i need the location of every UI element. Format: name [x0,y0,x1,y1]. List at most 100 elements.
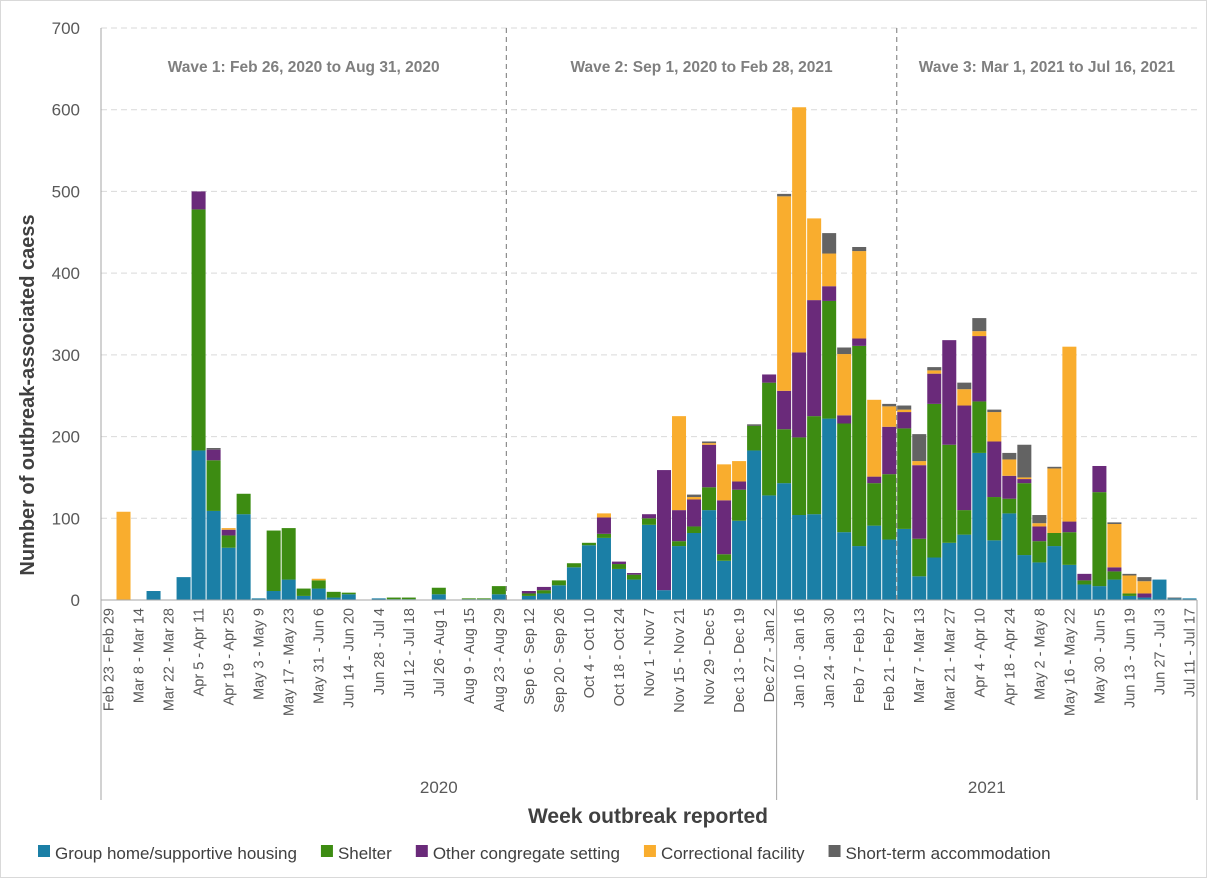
bar-segment [1167,597,1182,599]
bar-segment [777,196,792,391]
bar-segment [296,595,311,600]
bar-segment [822,286,837,301]
bar-segment [972,452,987,600]
bar-segment [747,450,762,600]
bar-segment [1107,579,1122,600]
y-tick-label: 600 [52,101,80,120]
x-tick-label: Apr 4 - Apr 10 [972,608,988,697]
bar-segment [867,483,882,526]
bar-segment [116,511,131,600]
x-tick-label: Feb 7 - Feb 13 [852,608,868,703]
bar-segment [837,415,852,424]
x-tick-label: Mar 8 - Mar 14 [132,608,148,703]
bar-segment [1017,444,1032,478]
bar-segment [221,528,236,530]
bar-segment [987,540,1002,600]
bar-segment [792,352,807,438]
x-axis-title: Week outbreak reported [528,805,768,828]
bar-segment [852,546,867,600]
bar-segment [521,593,536,596]
bar-segment [236,493,251,515]
bar-segment [732,481,747,490]
bar-segment [987,409,1002,413]
x-tick-label: Nov 1 - Nov 7 [642,608,658,697]
bar-segment [717,464,732,501]
x-tick-label: Dec 13 - Dec 19 [732,608,748,713]
bar-segment [551,580,566,586]
bar-segment [732,520,747,600]
bar-segment [957,382,972,390]
bar-segment [1107,567,1122,572]
bar-segment [191,450,206,600]
bar-segment [1092,586,1107,600]
bar-segment [1017,479,1032,484]
bar-segment [762,374,777,383]
wave-label: Wave 3: Mar 1, 2021 to Jul 16, 2021 [919,59,1176,76]
bar-segment [822,233,837,254]
bar-segment [476,598,491,600]
bar-segment [657,470,672,591]
bar-segment [747,425,762,451]
legend-label: Group home/supportive housing [55,844,297,863]
bar-segment [1062,346,1077,522]
bar-segment [191,191,206,210]
bar-segment [1107,524,1122,568]
bar-segment [702,510,717,600]
bar-segment [641,514,657,519]
legend-swatch [643,845,656,857]
bar-segment [942,340,957,445]
x-tick-label: Mar 7 - Mar 13 [912,608,928,703]
bar-segment [717,560,732,600]
bar-segment [927,403,942,558]
x-tick-label: May 3 - May 9 [252,608,268,700]
bar-segment [807,218,822,301]
bar-segment [146,591,161,600]
y-tick-label: 500 [52,182,80,201]
bar-segment [972,401,987,453]
bar-segment [1062,564,1077,600]
bar-segment [1122,593,1137,596]
x-tick-label: May 31 - Jun 6 [312,608,328,704]
bar-segment [1107,522,1122,525]
bar-segment [596,537,611,600]
bar-segment [176,577,191,600]
bar-segment [1047,546,1062,600]
bar-segment [897,412,912,429]
bar-segment [972,336,987,402]
bar-segment [837,354,852,416]
bar-segment [1137,581,1152,594]
bar-segment [777,390,792,430]
bar-segment [311,580,326,589]
bar-segment [206,448,221,450]
bar-segment [657,590,672,600]
bar-segment [611,561,626,565]
bar-segment [566,567,581,600]
x-tick-label: May 2 - May 8 [1032,608,1048,700]
bar-segment [1002,452,1017,460]
bar-segment [837,347,852,355]
bar-segment [596,517,611,534]
legend-swatch [415,845,428,857]
bar-segment [431,594,446,600]
bar-segment [491,594,506,600]
bar-segment [236,514,251,600]
bar-segment [1137,593,1152,598]
bar-segment [762,382,777,496]
bar-segment [852,246,867,252]
bar-segment [912,465,927,539]
bar-segment [867,399,882,477]
bar-segment [536,590,551,594]
bar-segment [1017,477,1032,480]
bar-segment [882,539,897,600]
x-tick-label: Apr 18 - Apr 24 [1002,608,1018,706]
bar-segment [882,426,897,475]
bar-segment [672,546,687,600]
y-tick-label: 200 [52,428,80,447]
bar-segment [1092,465,1107,493]
bar-segment [191,209,206,451]
bar-segment [852,345,867,547]
bar-segment [837,532,852,600]
x-tick-label: Jul 26 - Aug 1 [432,608,448,697]
x-tick-label: Mar 21 - Mar 27 [942,608,958,711]
bar-segment [672,541,687,547]
